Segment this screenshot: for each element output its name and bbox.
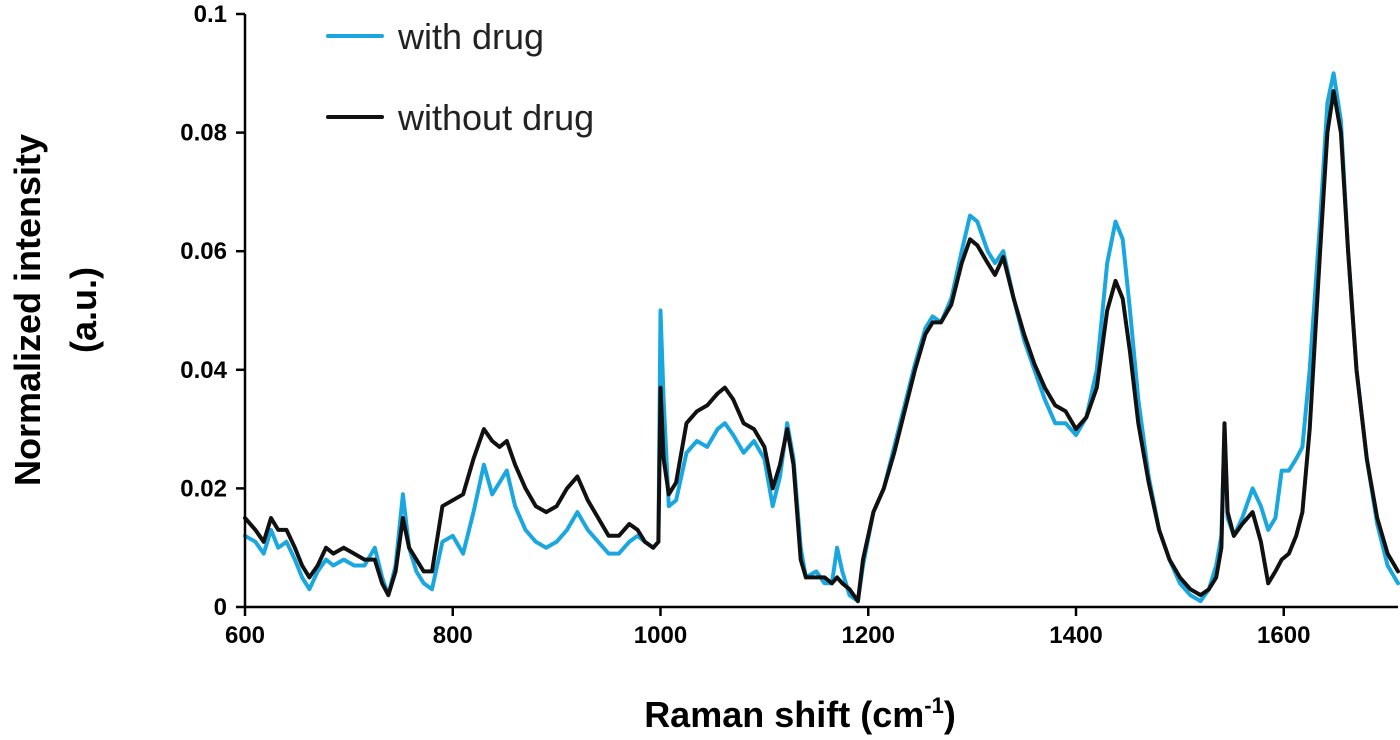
legend-label-without-drug: without drug	[397, 97, 594, 138]
x-tick-label: 800	[433, 622, 473, 649]
series-layer	[243, 71, 1400, 604]
x-axis-title-end: )	[944, 694, 956, 735]
y-tick-label: 0	[214, 594, 227, 621]
y-axis-title-line1: Normalized intensity	[7, 134, 48, 486]
y-tick-label: 0.02	[180, 475, 227, 502]
y-tick-label: 0.06	[180, 238, 227, 265]
x-axis-title: Raman shift (cm-1)	[644, 693, 956, 735]
x-axis-title-main: Raman shift (cm	[644, 694, 924, 735]
x-tick-label: 600	[225, 622, 265, 649]
y-ticks: 0 0.02 0.04 0.06 0.08 0.1	[180, 1, 245, 621]
x-tick-label: 1200	[842, 622, 895, 649]
series-line-with-drug	[243, 71, 1400, 604]
series-line-without-drug	[243, 89, 1400, 604]
y-tick-label: 0.04	[180, 357, 227, 384]
x-axis-title-superscript: -1	[924, 693, 944, 718]
x-tick-label: 1000	[634, 622, 687, 649]
x-tick-label: 1600	[1257, 622, 1310, 649]
plot-area: 600 800 1000 1200 1400 1600 0 0.02 0.04 0.06 0.08…	[180, 1, 1400, 649]
y-tick-label: 0.08	[180, 120, 227, 147]
x-ticks: 600 800 1000 1200 1400 1600	[225, 607, 1310, 649]
legend: with drug without drug	[326, 16, 594, 138]
y-axis-title: Normalized intensity (a.u.)	[7, 134, 104, 486]
y-tick-label: 0.1	[194, 1, 227, 28]
legend-label-with-drug: with drug	[397, 16, 544, 57]
x-tick-label: 1400	[1049, 622, 1102, 649]
y-axis-title-line2: (a.u.)	[63, 267, 104, 353]
